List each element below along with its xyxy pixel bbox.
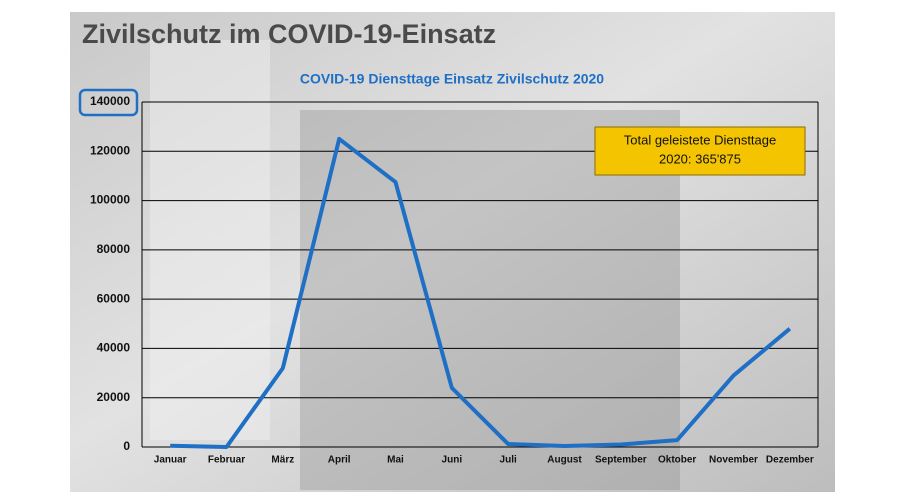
x-tick-label: März	[271, 455, 294, 466]
slide-title: Zivilschutz im COVID-19-Einsatz	[82, 19, 496, 49]
x-tick-label: August	[547, 455, 582, 466]
photo-door	[150, 40, 270, 440]
chart-title: COVID-19 Diensttage Einsatz Zivilschutz …	[300, 71, 604, 87]
x-tick-label: Juni	[442, 455, 463, 466]
annotation-line: Total geleistete Diensttage	[624, 132, 776, 147]
x-tick-label: November	[709, 455, 758, 466]
x-tick-label: Dezember	[766, 455, 814, 466]
x-tick-label: Juli	[500, 455, 517, 466]
y-tick-label: 140000	[90, 94, 130, 108]
y-tick-label: 20000	[97, 390, 131, 404]
x-tick-label: Oktober	[658, 455, 696, 466]
line-series	[170, 136, 792, 449]
annotation-line: 2020: 365'875	[659, 151, 741, 166]
y-tick-label: 40000	[97, 341, 131, 355]
annotation: Total geleistete Diensttage 2020: 365'87…	[594, 126, 806, 176]
annotation-box	[594, 126, 806, 176]
highlight-box	[78, 88, 139, 117]
y-tick-label: 0	[123, 439, 130, 453]
y-tick-label: 120000	[90, 143, 130, 157]
slide-background	[70, 12, 835, 492]
x-tick-label: Januar	[154, 455, 187, 466]
x-tick-label: April	[328, 455, 351, 466]
x-tick-label: Mai	[387, 455, 404, 466]
y-tick-label: 80000	[97, 242, 131, 256]
y-tick-label: 60000	[97, 291, 131, 305]
x-tick-label: Februar	[208, 455, 245, 466]
x-tick-label: September	[595, 455, 647, 466]
y-tick-label: 100000	[90, 193, 130, 207]
